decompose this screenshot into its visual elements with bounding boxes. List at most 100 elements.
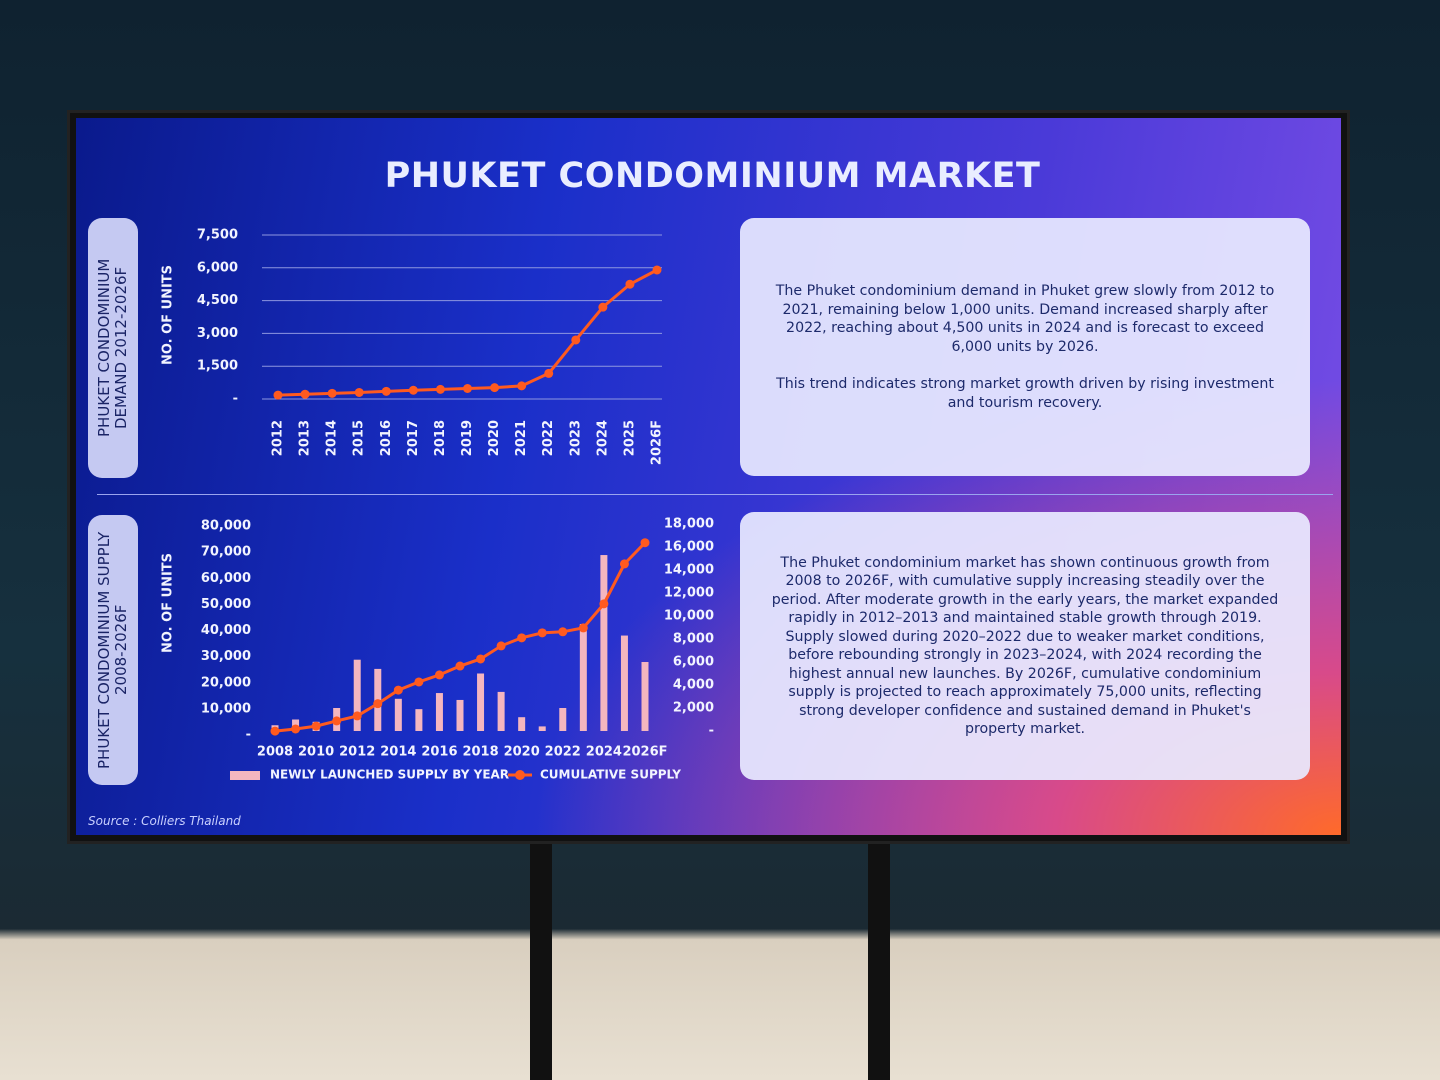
legend-swatch (230, 771, 260, 780)
y-tick-label: 3,000 (197, 326, 238, 341)
description: The Phuket condominium market has shown … (771, 554, 1279, 738)
description: This trend indicates strong market growt… (776, 376, 1274, 411)
point (578, 623, 588, 633)
bar (435, 693, 443, 731)
y-tick-label: 8,000 (673, 632, 714, 647)
y-tick-label: - (246, 728, 251, 743)
slide-title: PHUKET CONDOMINIUM MARKET (384, 156, 1041, 196)
x-tick-label: 2014 (325, 420, 340, 456)
point (435, 384, 445, 394)
point (300, 389, 310, 399)
point (599, 599, 609, 609)
point (393, 685, 403, 695)
y-tick-label: 80,000 (201, 519, 251, 534)
x-tick-label: 2018 (462, 745, 498, 760)
y-axis-title: NO. OF UNITS (161, 553, 176, 653)
y-tick-label: - (709, 724, 714, 739)
point (381, 386, 391, 396)
y-tick-label: 30,000 (201, 649, 251, 664)
x-tick-label: 2008 (257, 745, 293, 760)
x-tick-label: 2010 (298, 745, 334, 760)
point (352, 711, 362, 721)
x-tick-label: 2024 (586, 745, 622, 760)
x-tick-label: 2012 (271, 420, 286, 456)
point (496, 641, 506, 651)
x-tick-label: 2022 (545, 745, 581, 760)
y-tick-label: 18,000 (664, 517, 714, 532)
y-tick-label: 60,000 (201, 571, 251, 586)
x-tick-label: 2026F (650, 420, 665, 465)
bar (559, 708, 567, 731)
point (327, 388, 337, 398)
stand-leg (868, 840, 890, 1080)
legend-swatch (515, 770, 525, 780)
point (291, 724, 301, 734)
point (619, 559, 629, 569)
x-tick-label: 2019 (460, 420, 475, 456)
x-tick-label: 2016 (421, 745, 457, 760)
x-tick-label: 2017 (406, 420, 421, 456)
y-tick-label: 7,500 (197, 228, 238, 243)
x-tick-label: 2013 (298, 420, 313, 456)
description-box: The Phuket condominium demand in Phuket … (740, 218, 1310, 476)
y-tick-label: 12,000 (664, 586, 714, 601)
x-tick-label: 2020 (504, 745, 540, 760)
y-tick-label: 50,000 (201, 597, 251, 612)
x-tick-label: 2016 (379, 420, 394, 456)
point (640, 538, 650, 548)
y-axis-title: NO. OF UNITS (161, 265, 176, 365)
bar (538, 726, 546, 731)
x-tick-label: 2012 (339, 745, 375, 760)
bar (497, 691, 505, 731)
point (434, 670, 444, 680)
point (270, 726, 280, 736)
bar (394, 698, 402, 731)
bar (477, 673, 485, 731)
y-tick-label: 40,000 (201, 623, 251, 638)
divider (97, 494, 1333, 495)
side-label-box: PHUKET CONDOMINIUM DEMAND 2012-2026F (88, 218, 138, 478)
point (273, 390, 283, 400)
y-tick-label: 70,000 (201, 545, 251, 560)
point (571, 335, 581, 345)
x-tick-label: 2020 (487, 420, 502, 456)
point (598, 302, 608, 312)
point (544, 368, 554, 378)
y-tick-label: 6,000 (673, 655, 714, 670)
y-tick-label: 16,000 (664, 540, 714, 555)
x-tick-label: 2015 (352, 420, 367, 456)
y-tick-label: 10,000 (664, 609, 714, 624)
point (517, 381, 527, 391)
point (652, 265, 662, 275)
point (463, 384, 472, 394)
y-tick-label: - (233, 392, 238, 407)
x-tick-label: 2021 (514, 420, 529, 456)
point (490, 383, 500, 393)
x-tick-label: 2024 (595, 420, 610, 456)
y-tick-label: 6,000 (197, 260, 238, 275)
y-tick-label: 4,500 (197, 293, 238, 308)
point (354, 387, 364, 397)
y-tick-label: 14,000 (664, 563, 714, 578)
y-tick-label: 4,000 (673, 678, 714, 693)
bar (353, 659, 361, 731)
point (558, 627, 568, 637)
bar (518, 717, 526, 731)
x-tick-label: 2014 (380, 745, 416, 760)
bar (415, 709, 423, 731)
point (408, 385, 418, 395)
y-tick-label: 10,000 (201, 701, 251, 716)
stand-leg (530, 840, 552, 1080)
description-box: The Phuket condominium market has shown … (740, 512, 1310, 780)
bar (620, 635, 628, 731)
line (277, 268, 658, 397)
point (625, 279, 635, 289)
point (517, 633, 527, 643)
x-tick-label: 2026F (622, 745, 667, 760)
side-label-box: PHUKET CONDOMINIUM SUPPLY 2008-2026F (88, 515, 138, 785)
x-tick-label: 2023 (568, 420, 583, 456)
point (476, 654, 486, 664)
legend-label: CUMULATIVE SUPPLY (540, 768, 681, 782)
